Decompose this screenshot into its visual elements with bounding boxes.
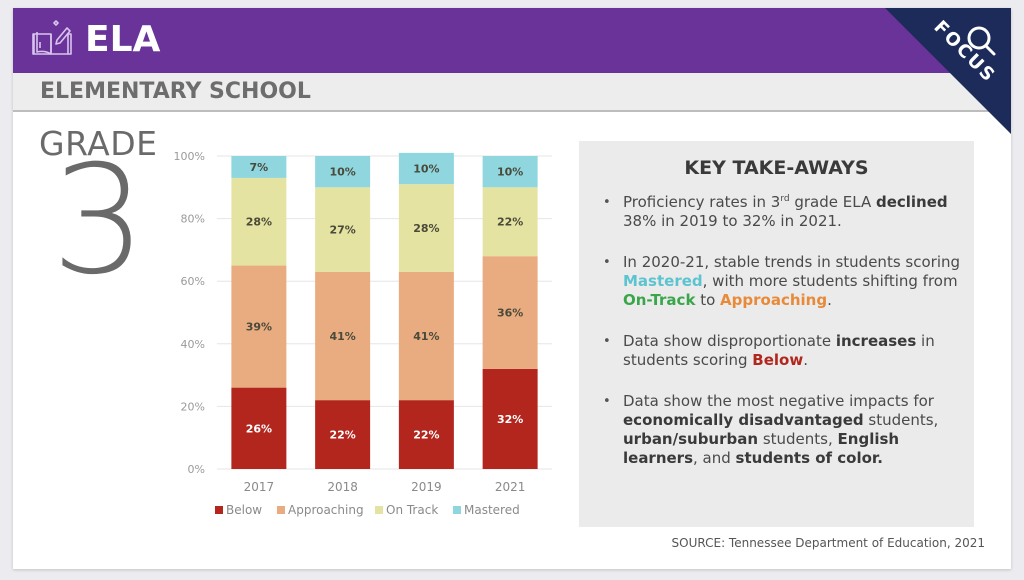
bar-segment-mastered	[315, 156, 371, 188]
data-label: 41%	[329, 330, 355, 343]
y-tick-label: 20%	[181, 400, 205, 413]
key-takeaways-list: Proficiency rates in 3rd grade ELA decli…	[603, 193, 963, 490]
magnifier-icon	[967, 26, 996, 56]
slide: ELA ELEMENTARY SCHOOL FOCUS GRADE 3 0% 20…	[13, 8, 1011, 569]
bar-segment-below	[315, 400, 371, 469]
takeaway-item: In 2020-21, stable trends in students sc…	[603, 253, 963, 310]
y-tick-label: 60%	[181, 275, 205, 288]
takeaway-item: Proficiency rates in 3rd grade ELA decli…	[603, 193, 963, 231]
legend-label: Below	[226, 503, 262, 517]
y-tick-label: 40%	[181, 338, 205, 351]
data-label: 26%	[246, 422, 272, 435]
y-tick-label: 100%	[174, 150, 205, 163]
bar-segment-on-track	[398, 184, 454, 272]
data-label: 22%	[413, 429, 439, 442]
data-label: 10%	[329, 166, 355, 179]
data-label: 32%	[497, 413, 523, 426]
bar-segment-mastered	[231, 156, 287, 178]
bar-segment-approaching	[231, 265, 287, 388]
book-pencil-icon	[32, 20, 72, 55]
bar-segment-below	[482, 368, 538, 469]
legend-swatch	[375, 506, 383, 514]
takeaway-item: Data show disproportionate increases in …	[603, 332, 963, 370]
legend-swatch	[215, 506, 223, 514]
x-tick-label: 2017	[244, 480, 275, 494]
bar-segment-mastered	[398, 152, 454, 185]
bar-segment-on-track	[482, 187, 538, 257]
focus-ribbon: FOCUS	[885, 8, 1011, 134]
chart-svg: 0% 20% 40% 60% 80% 100% 26% 39% 28% 7% 2017 22% 41% 2…	[174, 150, 552, 517]
header-bar: ELA	[13, 8, 1011, 73]
subject-title: ELA	[85, 19, 161, 60]
data-label: 22%	[497, 216, 523, 229]
bar-segment-approaching	[482, 256, 538, 369]
stacked-bar-chart: 0% 20% 40% 60% 80% 100% 26% 39% 28% 7% 2017 22% 41% 2…	[163, 148, 583, 538]
bar-segment-on-track	[231, 177, 287, 266]
source-note: SOURCE: Tennessee Department of Educatio…	[671, 536, 985, 550]
school-level-title: ELEMENTARY SCHOOL	[40, 79, 311, 104]
data-label: 22%	[329, 429, 355, 442]
data-label: 28%	[246, 216, 272, 229]
data-label: 27%	[329, 224, 355, 237]
grade-number: 3	[51, 134, 147, 308]
data-label: 7%	[250, 161, 269, 174]
x-tick-label: 2019	[411, 480, 442, 494]
key-takeaways-panel: KEY TAKE-AWAYS Proficiency rates in 3rd …	[579, 141, 974, 527]
data-label: 41%	[413, 330, 439, 343]
y-tick-label: 80%	[181, 213, 205, 226]
y-tick-label: 0%	[188, 463, 205, 476]
data-label: 36%	[497, 307, 523, 320]
legend-label: Mastered	[464, 503, 520, 517]
bar-segment-on-track	[315, 187, 371, 272]
legend-label: On Track	[386, 503, 438, 517]
bar-segment-below	[398, 400, 454, 469]
legend-swatch	[277, 506, 285, 514]
bar-segment-approaching	[315, 271, 371, 401]
key-takeaways-title: KEY TAKE-AWAYS	[684, 157, 869, 179]
grade-label: GRADE	[39, 124, 158, 163]
bar-segment-approaching	[398, 271, 454, 401]
legend-label: Approaching	[288, 503, 364, 517]
subheader-bar: ELEMENTARY SCHOOL	[13, 73, 1011, 112]
bar-segment-mastered	[482, 156, 538, 188]
x-tick-label: 2021	[495, 480, 526, 494]
data-label: 10%	[497, 166, 523, 179]
legend-swatch	[453, 506, 461, 514]
bar-segment-below	[231, 387, 287, 469]
takeaway-item: Data show the most negative impacts for …	[603, 392, 963, 468]
ribbon-triangle	[885, 8, 1011, 134]
data-label: 28%	[413, 222, 439, 235]
data-label: 39%	[246, 321, 272, 334]
x-tick-label: 2018	[327, 480, 358, 494]
data-label: 10%	[413, 163, 439, 176]
